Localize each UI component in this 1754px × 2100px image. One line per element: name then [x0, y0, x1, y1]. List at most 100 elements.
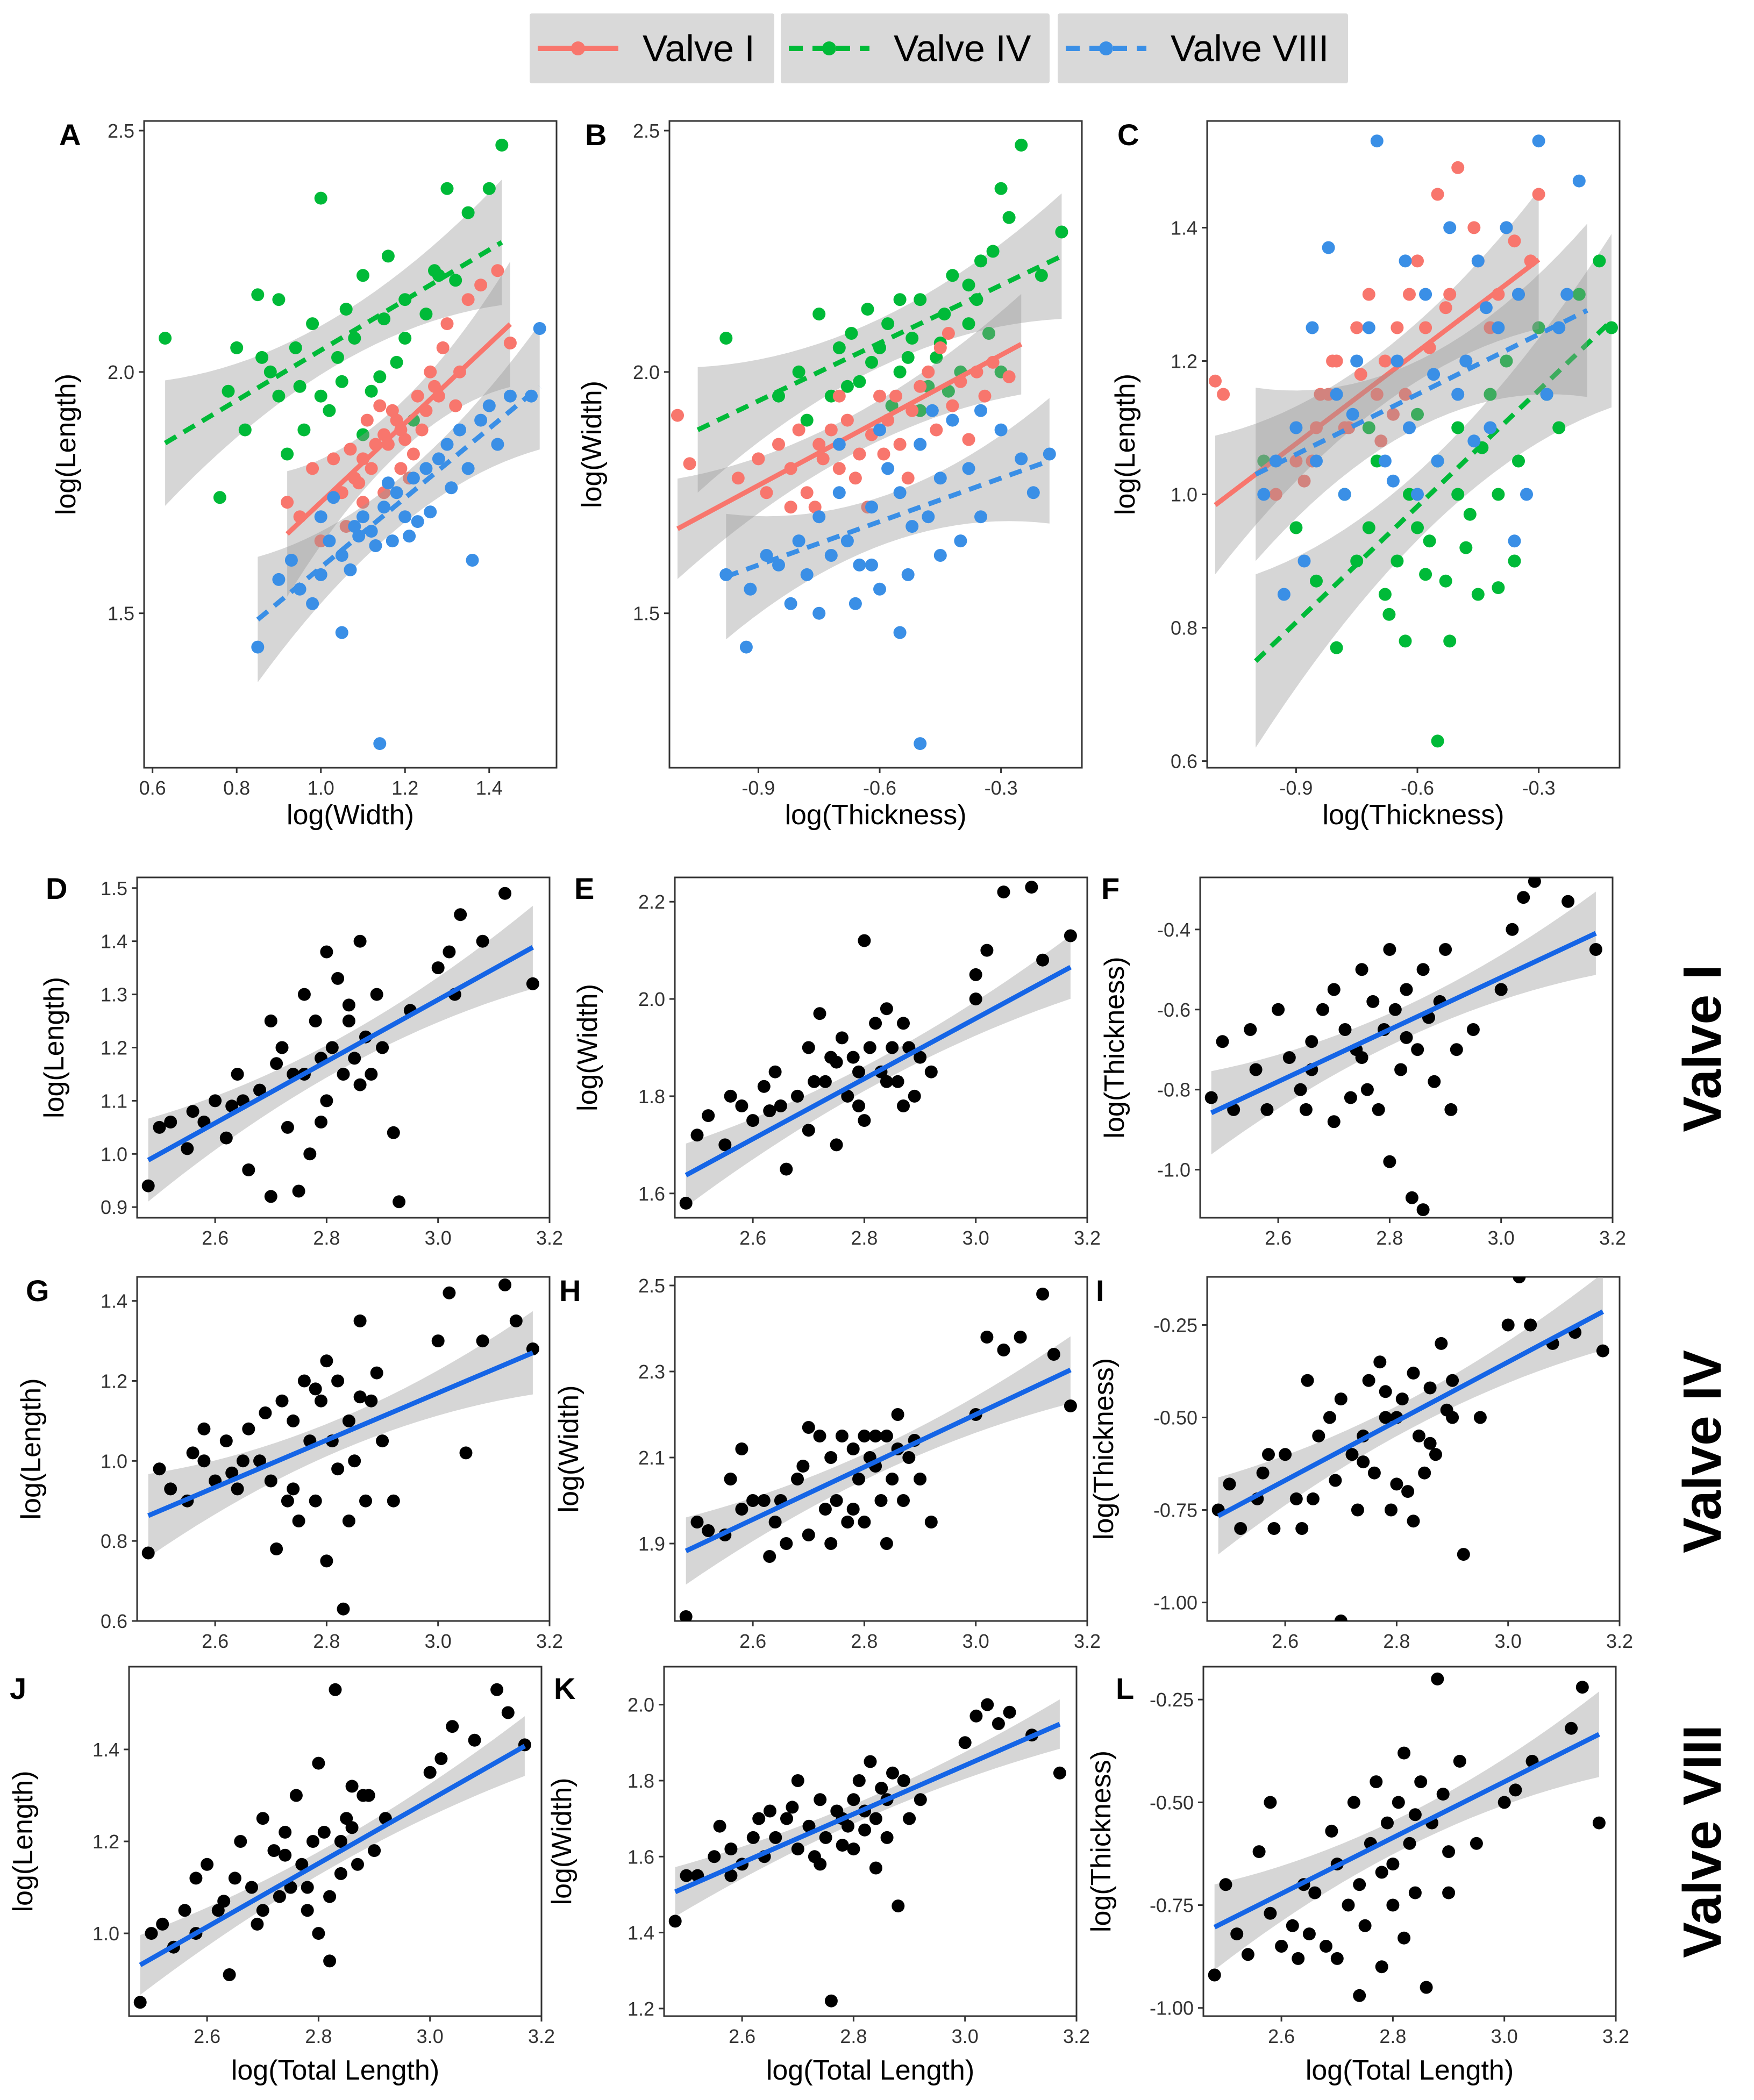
plot-area — [1211, 1277, 1609, 1621]
data-point — [1379, 1385, 1392, 1398]
data-point — [1047, 1348, 1060, 1361]
data-point — [1596, 1344, 1609, 1358]
data-point — [852, 1774, 866, 1787]
data-point — [1055, 225, 1068, 239]
data-point — [746, 1114, 760, 1127]
plot-area — [1204, 877, 1602, 1217]
regression-line — [685, 965, 1072, 1177]
data-point — [423, 1766, 437, 1779]
data-point — [791, 1473, 804, 1485]
data-point — [1279, 1448, 1292, 1461]
data-point — [1386, 1898, 1400, 1912]
data-point — [802, 1819, 816, 1833]
data-point — [1532, 321, 1545, 334]
data-point — [314, 191, 327, 205]
y-axis-title: log(Thickness) — [1088, 1358, 1120, 1540]
data-point — [832, 341, 846, 354]
data-point — [881, 317, 895, 331]
data-point — [259, 1406, 272, 1419]
legend-item: Valve I — [530, 13, 774, 83]
data-point — [724, 1089, 737, 1103]
x-tick-label: 2.8 — [851, 1630, 878, 1652]
data-point — [284, 1881, 297, 1894]
data-point — [1362, 421, 1375, 434]
data-point — [301, 1881, 314, 1894]
data-point — [419, 308, 433, 321]
data-point — [434, 1752, 448, 1766]
data-point — [1479, 301, 1493, 315]
data-point — [869, 1861, 882, 1875]
data-point — [1036, 953, 1050, 967]
data-point — [334, 1867, 347, 1880]
data-point — [880, 1430, 893, 1442]
data-point — [1467, 221, 1481, 234]
y-axis-title: log(Length) — [1110, 374, 1141, 515]
data-point — [370, 1366, 383, 1380]
data-point — [1431, 1672, 1444, 1685]
data-point — [424, 505, 437, 519]
data-point — [679, 1610, 693, 1621]
data-point — [356, 496, 369, 509]
data-point — [281, 447, 294, 461]
data-point — [1443, 634, 1457, 648]
data-point — [533, 322, 546, 335]
data-point — [443, 945, 456, 959]
data-point — [303, 1147, 317, 1161]
data-point — [846, 1051, 860, 1064]
data-point — [930, 423, 943, 437]
y-axis-title: log(Thickness) — [1099, 956, 1130, 1138]
data-point — [1295, 1522, 1309, 1535]
data-point — [752, 452, 765, 466]
data-point — [181, 1142, 194, 1155]
data-point — [1508, 234, 1521, 248]
data-point — [320, 1094, 333, 1108]
data-point — [832, 486, 846, 499]
data-point — [387, 1494, 400, 1508]
data-point — [772, 558, 785, 572]
data-point — [1509, 1783, 1522, 1797]
data-point — [739, 640, 753, 654]
regression-line — [147, 945, 534, 1162]
y-tick-label: 1.2 — [628, 1998, 654, 2020]
data-point — [398, 332, 412, 345]
data-point — [272, 389, 286, 403]
data-point — [1334, 1615, 1347, 1621]
data-point — [1351, 1503, 1364, 1517]
data-point — [251, 1917, 264, 1931]
data-point — [1064, 1399, 1077, 1412]
data-point — [1392, 1796, 1405, 1809]
panel-letter: E — [574, 872, 594, 905]
legend-item: Valve VIII — [1058, 13, 1348, 83]
x-tick-label: -0.9 — [1279, 777, 1313, 799]
x-tick-label: 2.6 — [202, 1630, 229, 1652]
series-valve-i — [1204, 877, 1602, 1217]
x-tick-label: 2.6 — [202, 1227, 229, 1249]
panel-f: 2.6 2.8 3.0 3.2 -1.0 -0.8 -0.6 -0.4 Flog(Thickne… — [1099, 872, 1626, 1249]
legend-swatch-bg — [781, 13, 1050, 83]
data-point — [1014, 1331, 1027, 1344]
data-point — [297, 1374, 311, 1388]
data-point — [840, 413, 854, 427]
data-point — [1385, 1503, 1398, 1517]
data-point — [272, 293, 286, 306]
data-point — [1411, 254, 1424, 268]
data-point — [819, 1831, 832, 1844]
x-tick-label: 0.8 — [223, 777, 250, 799]
data-point — [1442, 1845, 1456, 1859]
data-point — [800, 413, 814, 427]
data-point — [159, 332, 172, 345]
y-tick-label: -1.00 — [1153, 1592, 1197, 1614]
data-point — [1532, 188, 1545, 201]
data-point — [1003, 1705, 1016, 1719]
panel-letter: D — [46, 872, 67, 905]
data-point — [407, 447, 420, 461]
data-point — [1416, 1203, 1430, 1217]
data-point — [768, 1065, 782, 1078]
data-point — [1446, 1374, 1459, 1387]
data-point — [1330, 388, 1343, 401]
data-point — [752, 1812, 766, 1825]
data-point — [327, 452, 340, 466]
